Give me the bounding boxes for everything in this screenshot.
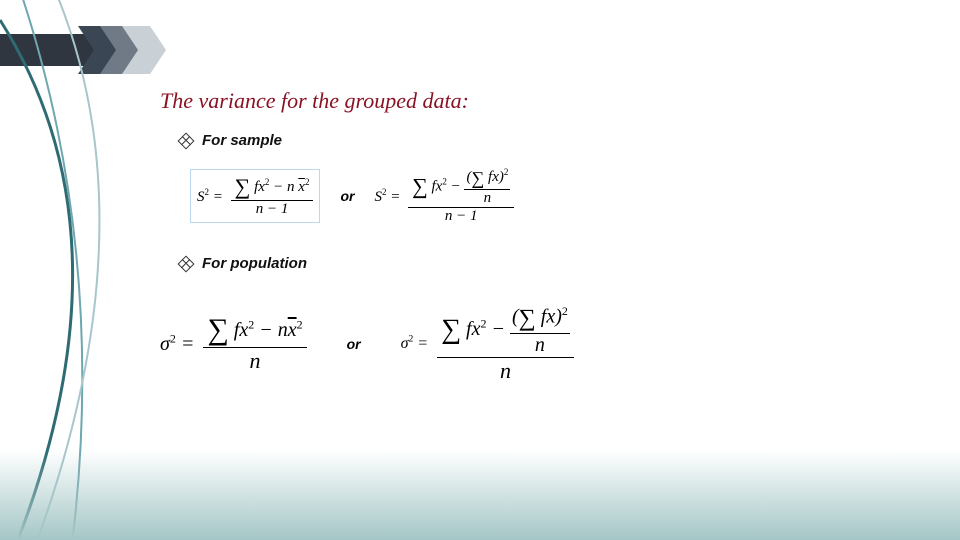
population-formula-row: σ2 = ∑ fx2 − nx2 n or σ2 = ∑ fx2 − (∑ fx… — [190, 304, 920, 384]
or-label-2: or — [347, 336, 361, 352]
bullet-population-text: For population — [202, 255, 307, 272]
formula-sample-a: S2 = ∑ fx2 − n x2 n − 1 — [190, 169, 320, 223]
bullet-population: For population — [180, 255, 920, 272]
bullet-sample: For sample — [180, 132, 920, 149]
slide-title: The variance for the grouped data: — [160, 88, 920, 114]
bottom-gradient — [0, 450, 960, 540]
bullet-sample-text: For sample — [202, 132, 282, 149]
formula-pop-a: σ2 = ∑ fx2 − nx2 n — [160, 313, 307, 374]
formula-pop-b: σ2 = ∑ fx2 − (∑ fx)2 n n — [401, 304, 574, 384]
chevron-strip — [78, 26, 168, 79]
slide-content: The variance for the grouped data: For s… — [160, 88, 920, 414]
formula-sample-b: S2 = ∑ fx2 − (∑ fx)2 n n − 1 — [374, 167, 514, 225]
bullet-icon — [178, 255, 195, 272]
bullet-icon — [178, 132, 195, 149]
sample-formula-row: S2 = ∑ fx2 − n x2 n − 1 or S2 = ∑ fx2 − … — [190, 167, 920, 225]
or-label-1: or — [340, 188, 354, 204]
